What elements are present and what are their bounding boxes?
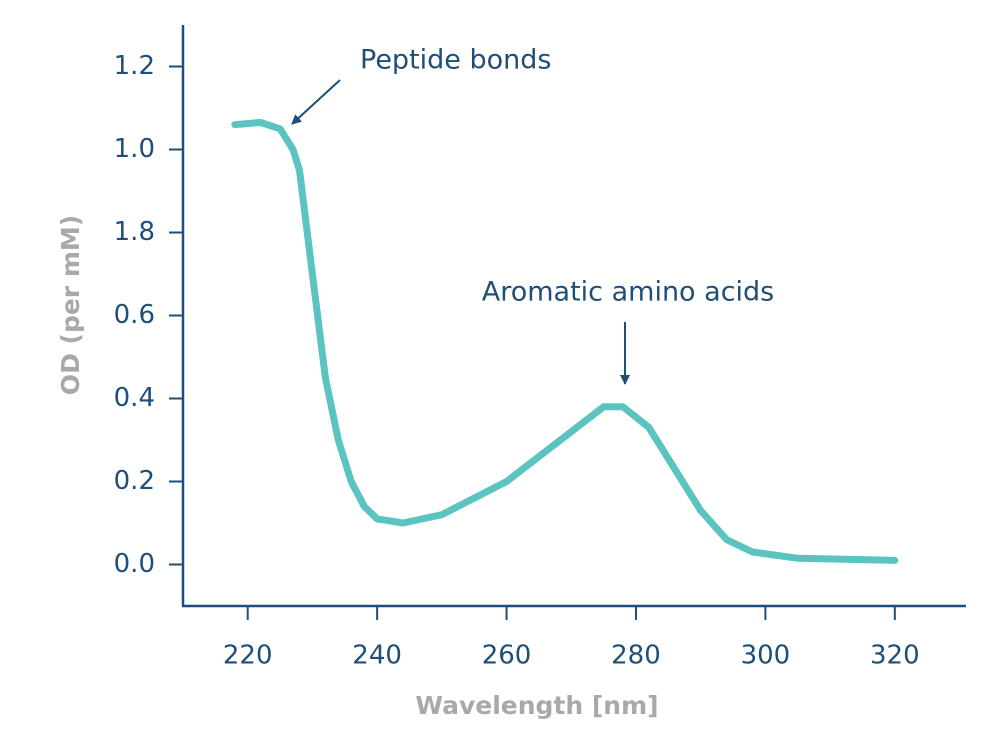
y-tick-label: 1.0 (114, 134, 155, 164)
y-tick-label: 1.2 (114, 51, 155, 81)
y-tick-label: 0.6 (114, 300, 155, 330)
y-tick-label: 0.4 (114, 383, 155, 413)
annotation-arrow (291, 79, 341, 125)
annotation: Peptide bonds (360, 45, 551, 76)
y-tick-label: 1.8 (114, 217, 155, 247)
x-tick-label: 260 (482, 641, 532, 671)
x-tick-label: 280 (611, 641, 661, 671)
x-tick-label: 320 (870, 641, 920, 671)
y-tick-label: 0.0 (114, 549, 155, 579)
x-tick-label: 220 (223, 641, 273, 671)
y-axis-title: OD (per mM) (56, 215, 85, 395)
x-axis-title: Wavelength [nm] (415, 691, 658, 720)
annotation: Aromatic amino acids (482, 277, 775, 308)
x-tick-label: 300 (741, 641, 791, 671)
data-line (231, 119, 899, 564)
x-tick-label: 240 (352, 641, 402, 671)
y-tick-label: 0.2 (114, 466, 155, 496)
